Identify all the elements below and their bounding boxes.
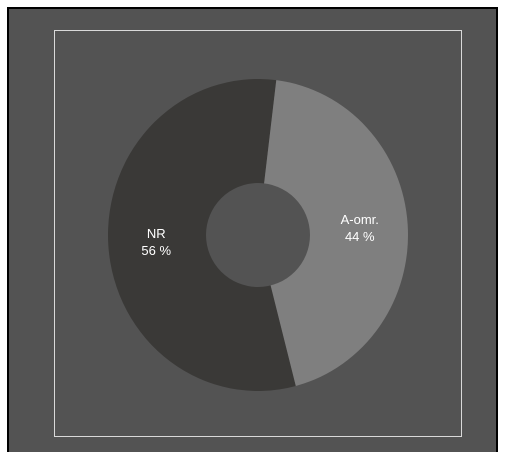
plot-area-border	[54, 30, 462, 437]
labels-layer: NR 56 % A-omr. 44 %	[141, 212, 379, 258]
slice-value-label: 56 %	[141, 243, 171, 258]
slice-nr	[107, 79, 296, 391]
slice-label-a-omr: A-omr. 44 %	[341, 212, 379, 244]
slice-category-label: A-omr.	[341, 212, 379, 227]
doughnut-chart: NR 56 % A-omr. 44 %	[107, 79, 408, 391]
slices-layer	[107, 79, 408, 391]
slice-a-omr	[258, 80, 408, 386]
slice-label-nr: NR 56 %	[141, 226, 171, 258]
slice-category-label: NR	[147, 226, 166, 241]
chart-frame: NR 56 % A-omr. 44 %	[7, 7, 498, 452]
doughnut-hole	[206, 183, 310, 287]
slice-value-label: 44 %	[345, 229, 375, 244]
